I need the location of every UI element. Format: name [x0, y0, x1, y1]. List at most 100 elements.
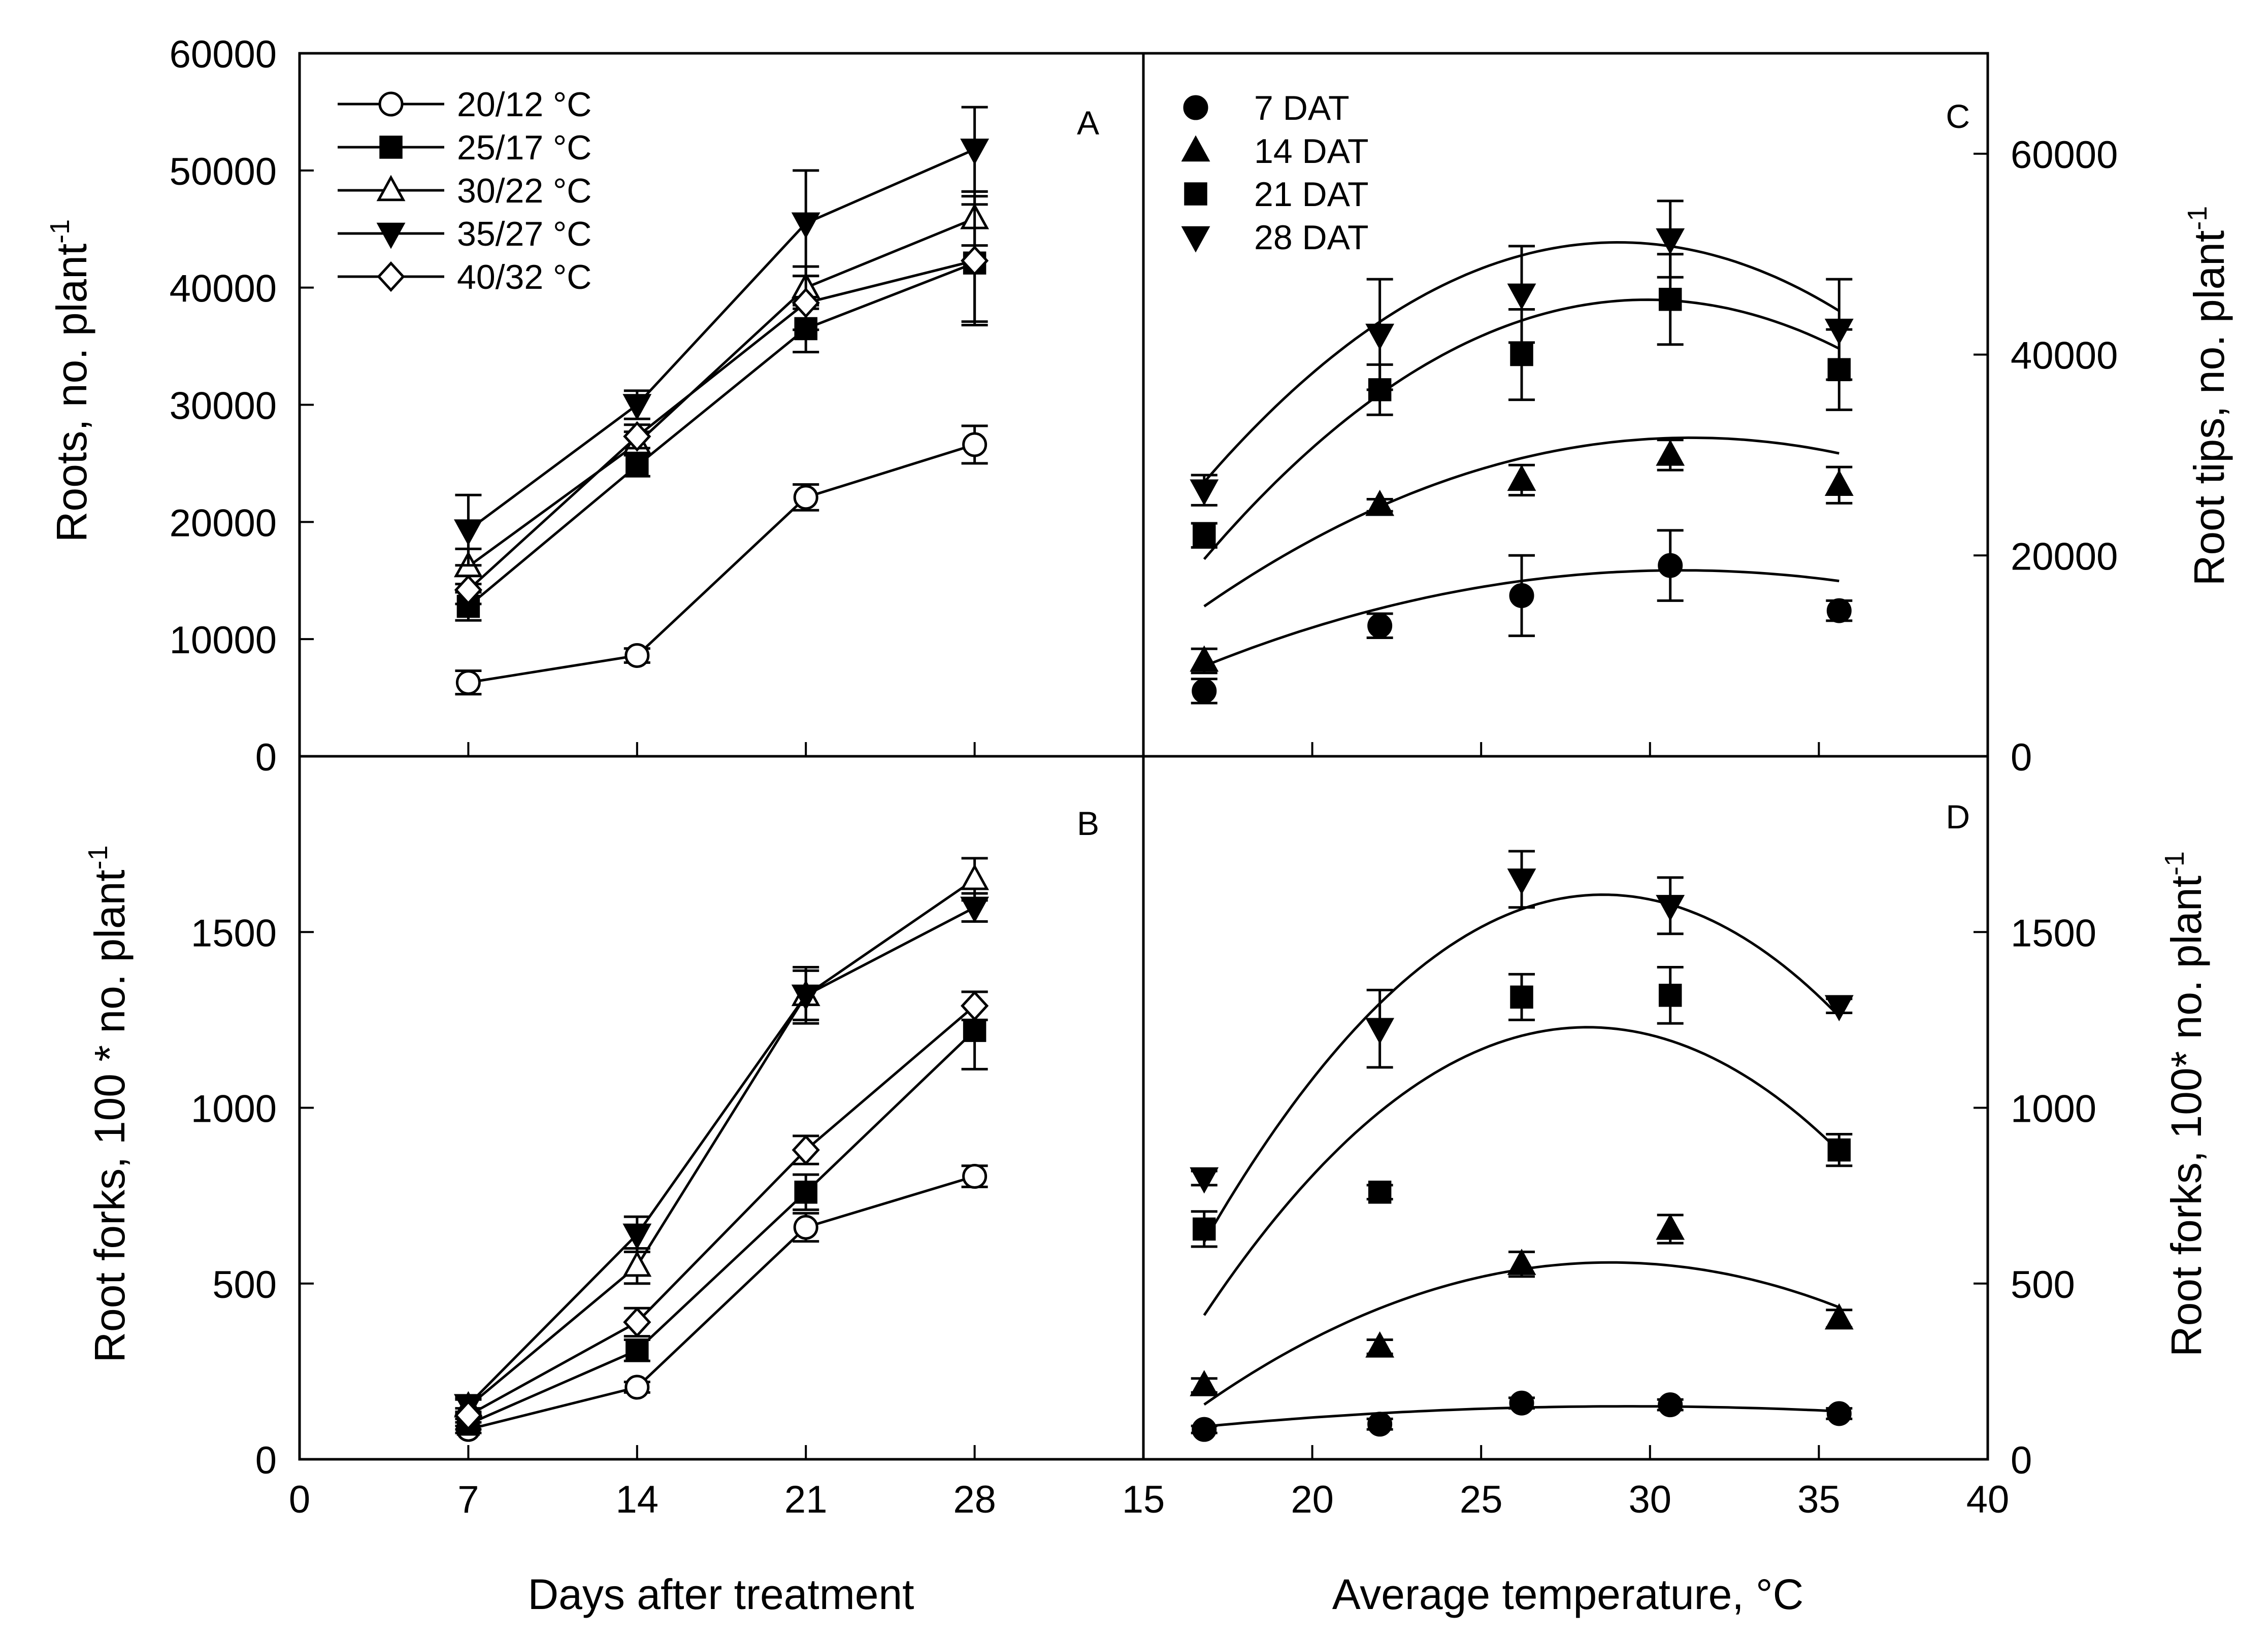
legend-marker-a-2 [376, 175, 406, 202]
point-a-0-3 [962, 432, 988, 457]
point-d-3-3 [1656, 895, 1685, 921]
y-axis-label-a: Roots, no. plant-1 [45, 219, 95, 542]
series-line-a-1 [467, 261, 975, 608]
y-tick-label-a-1: 10000 [170, 619, 277, 662]
y-tick-label-b-0: 0 [255, 1439, 277, 1482]
y-tick-label-d-0: 0 [2011, 1439, 2032, 1482]
point-d-1-2 [1507, 1249, 1536, 1275]
y-tick-label-b-1: 500 [212, 1263, 277, 1307]
y-axis-label-d-text: Root forks, 100* no. plant [2162, 876, 2210, 1357]
y-tick-label-c-1: 20000 [2011, 535, 2118, 578]
y-tick-label-b-3: 1500 [191, 912, 277, 955]
point-b-4-3 [961, 990, 989, 1021]
axis-ticks: 0100002000030000400005000060000050010001… [170, 33, 2118, 1521]
legend-entry-a-0: 20/12 °C [338, 85, 591, 124]
point-c-1-2 [1507, 464, 1536, 491]
panel-frame-d [1142, 755, 1989, 1461]
point-c-3-2 [1507, 283, 1536, 310]
series-c-1 [1190, 436, 1854, 675]
point-a-3-0 [453, 519, 483, 546]
legend-entry-a-2: 30/22 °C [338, 172, 591, 210]
point-c-1-0 [1190, 645, 1219, 672]
point-d-0-1 [1367, 1412, 1393, 1437]
point-d-3-4 [1824, 995, 1854, 1022]
x-tick-label-d-3: 30 [1629, 1478, 1672, 1521]
legend-marker-c-1 [1181, 135, 1210, 162]
point-c-2-3 [1658, 288, 1682, 311]
y-axis-label-a-sup: -1 [45, 219, 75, 244]
legend-label-a-1: 25/17 °C [457, 128, 591, 167]
series-b-1 [455, 990, 988, 1436]
point-d-3-2 [1507, 868, 1536, 895]
x-axis-label-left: Days after treatment [528, 1570, 914, 1618]
point-c-2-0 [1192, 523, 1216, 547]
legend-marker-c-0 [1183, 95, 1208, 120]
x-tick-label-b-3: 21 [784, 1478, 828, 1521]
fit-curve-d-3 [1203, 893, 1840, 1243]
series-line-b-4 [468, 1004, 976, 1417]
series-line-b-2 [467, 878, 976, 1408]
point-d-1-4 [1824, 1303, 1854, 1330]
point-b-0-1 [624, 1375, 650, 1400]
point-b-3-2 [791, 984, 820, 1011]
legend-entry-c-1: 14 DAT [1181, 132, 1368, 171]
series-d-2 [1191, 966, 1853, 1316]
y-tick-label-a-5: 50000 [170, 150, 277, 193]
point-a-4-2 [792, 287, 820, 318]
point-c-3-1 [1365, 323, 1395, 350]
point-b-3-1 [622, 1223, 652, 1250]
point-c-0-4 [1826, 598, 1852, 623]
legend-label-a-0: 20/12 °C [457, 85, 591, 124]
series-d-1 [1190, 1213, 1854, 1406]
point-c-0-0 [1192, 678, 1217, 704]
point-d-2-3 [1658, 984, 1682, 1007]
series-line-a-0 [468, 443, 975, 684]
point-b-1-1 [626, 1338, 649, 1362]
x-tick-label-d-0: 15 [1122, 1478, 1165, 1521]
y-tick-label-c-2: 40000 [2011, 334, 2118, 378]
legend-marker-a-4 [377, 261, 405, 292]
y-tick-label-a-4: 40000 [170, 267, 277, 311]
series-b-3 [453, 892, 990, 1421]
point-d-2-1 [1368, 1180, 1392, 1204]
legend-entry-c-3: 28 DAT [1181, 218, 1368, 257]
point-a-4-1 [623, 421, 651, 452]
point-d-0-4 [1826, 1401, 1852, 1426]
y-axis-label-d-sup: -1 [2159, 851, 2190, 876]
x-axis-label-right: Average temperature, °C [1332, 1570, 1804, 1618]
series-d-0 [1191, 1390, 1853, 1442]
point-c-0-1 [1367, 613, 1393, 639]
point-b-0-2 [793, 1215, 818, 1240]
x-tick-label-b-1: 7 [457, 1478, 479, 1521]
panel-letter-b: B [1077, 805, 1099, 842]
legend-marker-c-3 [1181, 226, 1210, 253]
point-c-0-3 [1658, 553, 1683, 578]
y-axis-label-c-sup: -1 [2182, 206, 2213, 230]
series-line-a-4 [467, 259, 975, 591]
point-b-0-3 [962, 1164, 988, 1189]
y-tick-label-c-0: 0 [2011, 736, 2032, 779]
x-tick-label-b-4: 28 [953, 1478, 996, 1521]
point-d-0-0 [1192, 1417, 1217, 1442]
y-tick-label-d-1: 500 [2011, 1263, 2075, 1307]
y-tick-label-a-2: 20000 [170, 501, 277, 545]
y-axis-label-b: Root forks, 100 * no. plant-1 [83, 845, 134, 1362]
point-b-4-2 [792, 1134, 820, 1165]
legend-marker-c-2 [1184, 182, 1207, 206]
point-b-1-3 [963, 1019, 987, 1042]
legend-label-a-2: 30/22 °C [457, 172, 591, 210]
x-tick-label-b-0: 0 [289, 1478, 310, 1521]
legend-entry-c-0: 7 DAT [1183, 89, 1350, 127]
legend-entry-a-4: 40/32 °C [338, 258, 591, 296]
series-line-b-1 [468, 1029, 976, 1426]
x-tick-label-d-4: 35 [1797, 1478, 1840, 1521]
series-c-0 [1191, 529, 1853, 705]
point-c-3-4 [1824, 318, 1854, 345]
series-a-0 [455, 424, 988, 696]
x-tick-label-d-1: 20 [1291, 1478, 1334, 1521]
y-tick-label-d-3: 1500 [2011, 912, 2096, 955]
point-d-0-3 [1658, 1392, 1683, 1418]
series-a-3 [453, 106, 990, 567]
series-a-4 [454, 195, 989, 606]
point-a-0-1 [624, 643, 650, 668]
